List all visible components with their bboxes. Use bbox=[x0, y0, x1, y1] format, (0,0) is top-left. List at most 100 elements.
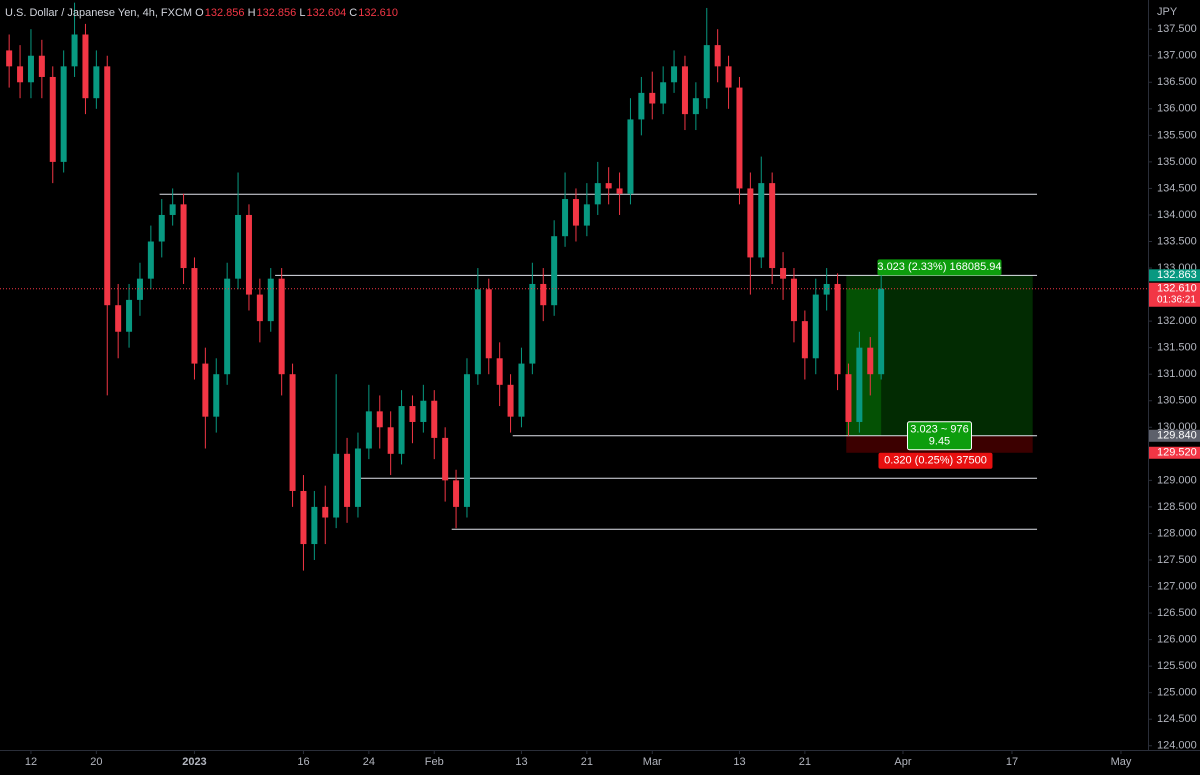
candle-body bbox=[878, 288, 885, 375]
candle-body bbox=[115, 305, 122, 332]
candle-body bbox=[736, 87, 743, 189]
candle-body bbox=[485, 289, 492, 359]
candle-body bbox=[300, 490, 307, 545]
candle-body bbox=[60, 66, 67, 162]
y-tick-label: 128.500 bbox=[1157, 501, 1197, 513]
entry-label: 3.023 ~ 976 bbox=[910, 424, 968, 436]
candle-body bbox=[387, 427, 394, 454]
candle-body bbox=[409, 406, 416, 422]
candle-body bbox=[496, 358, 503, 385]
x-tick-label: 16 bbox=[297, 756, 309, 768]
y-tick-label: 134.000 bbox=[1157, 209, 1197, 221]
candle-body bbox=[180, 204, 187, 269]
candle-body bbox=[856, 347, 863, 422]
candle-body bbox=[311, 506, 318, 545]
candle-body bbox=[322, 506, 329, 518]
candle-body bbox=[6, 50, 13, 67]
candle-body bbox=[507, 384, 514, 417]
candle-body bbox=[572, 199, 579, 226]
candle-body bbox=[169, 204, 176, 215]
price-label: 129.840 bbox=[1157, 430, 1197, 442]
entry-label: 9.45 bbox=[929, 436, 950, 448]
price-label-box bbox=[1149, 446, 1200, 459]
candle-body bbox=[27, 55, 34, 83]
y-tick-label: 136.000 bbox=[1157, 103, 1197, 115]
y-tick-label: 137.000 bbox=[1157, 50, 1197, 62]
y-tick-label: 128.000 bbox=[1157, 527, 1197, 539]
candle-body bbox=[758, 183, 765, 258]
candle-body bbox=[376, 411, 383, 428]
y-tick-label: 137.500 bbox=[1157, 23, 1197, 35]
price-label: 132.610 bbox=[1157, 283, 1197, 295]
l-value: 132.604 bbox=[306, 7, 346, 19]
candle-body bbox=[823, 283, 830, 295]
x-tick-label: 13 bbox=[733, 756, 745, 768]
candle-body bbox=[463, 374, 470, 507]
y-tick-label: 133.500 bbox=[1157, 235, 1197, 247]
candle-body bbox=[420, 400, 427, 422]
candle-body bbox=[845, 374, 852, 422]
candle-body bbox=[126, 299, 133, 332]
candle-body bbox=[289, 374, 296, 491]
stop-label: 0.320 (0.25%) 37500 bbox=[884, 455, 987, 467]
c-label: C bbox=[349, 7, 357, 19]
y-tick-label: 135.500 bbox=[1157, 129, 1197, 141]
candle-body bbox=[333, 453, 340, 518]
x-tick-label: 21 bbox=[581, 756, 593, 768]
candle-body bbox=[834, 283, 841, 375]
candle-body bbox=[93, 66, 100, 99]
candle-body bbox=[780, 268, 787, 279]
candle-body bbox=[235, 214, 242, 279]
candle-body bbox=[224, 278, 231, 375]
candle-body bbox=[627, 119, 634, 194]
y-tick-label: 135.000 bbox=[1157, 156, 1197, 168]
x-tick-label: 24 bbox=[363, 756, 375, 768]
candle-body bbox=[747, 188, 754, 258]
y-tick-label: 127.000 bbox=[1157, 580, 1197, 592]
candle-body bbox=[594, 183, 601, 205]
y-tick-label: 136.500 bbox=[1157, 76, 1197, 88]
candle-body bbox=[562, 199, 569, 237]
candle-body bbox=[540, 283, 547, 306]
candle-body bbox=[365, 411, 372, 449]
candle-body bbox=[453, 480, 460, 507]
y-tick-label: 131.500 bbox=[1157, 342, 1197, 354]
candle-body bbox=[344, 453, 351, 507]
price-label-box bbox=[1149, 282, 1200, 307]
candle-body bbox=[354, 448, 361, 507]
candle-body bbox=[38, 55, 45, 77]
o-label: O bbox=[195, 7, 204, 19]
candle-body bbox=[692, 98, 699, 115]
candle-body bbox=[278, 278, 285, 375]
candle-body bbox=[104, 66, 111, 306]
candle-body bbox=[790, 278, 797, 322]
candle-body bbox=[681, 66, 688, 115]
candle-body bbox=[245, 214, 252, 295]
candle-body bbox=[551, 236, 558, 306]
y-tick-label: 126.000 bbox=[1157, 634, 1197, 646]
y-tick-label: 130.500 bbox=[1157, 395, 1197, 407]
candle-body bbox=[529, 283, 536, 364]
x-tick-label: Mar bbox=[643, 756, 662, 768]
x-tick-label: 17 bbox=[1006, 756, 1018, 768]
h-value: 132.856 bbox=[257, 7, 297, 19]
entry-label-box bbox=[906, 421, 972, 451]
candle-body bbox=[769, 183, 776, 269]
target-label: 3.023 (2.33%) 168085.94 bbox=[877, 261, 1001, 273]
price-label-box bbox=[1149, 269, 1200, 282]
candle-body bbox=[638, 92, 645, 120]
countdown: 01:36:21 bbox=[1157, 294, 1196, 305]
x-tick-label: 20 bbox=[90, 756, 102, 768]
candle-body bbox=[191, 268, 198, 364]
candle-body bbox=[267, 278, 274, 322]
open-profit-zone bbox=[846, 288, 882, 436]
candle-body bbox=[213, 374, 220, 417]
candle-body bbox=[649, 92, 656, 104]
x-tick-label: 13 bbox=[515, 756, 527, 768]
c-value: 132.610 bbox=[358, 7, 398, 19]
candle-body bbox=[474, 289, 481, 375]
candle-body bbox=[202, 363, 209, 417]
candle-body bbox=[147, 241, 154, 279]
candle-body bbox=[442, 437, 449, 481]
candle-body bbox=[136, 278, 143, 300]
